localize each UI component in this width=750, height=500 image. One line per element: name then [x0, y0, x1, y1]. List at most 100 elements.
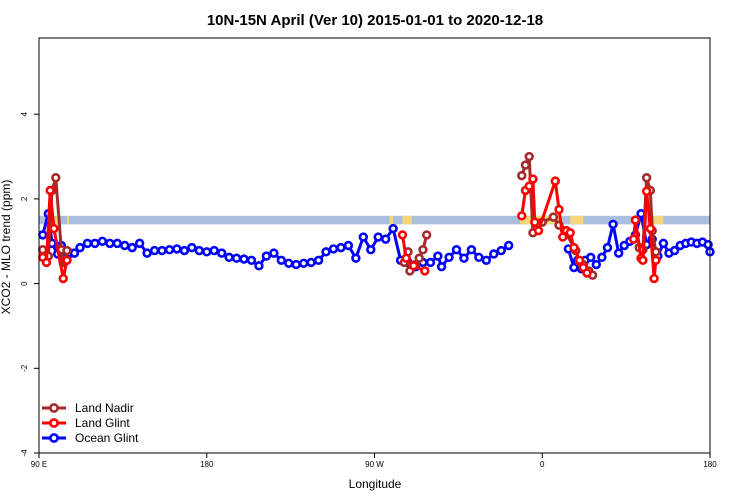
data-point — [224, 252, 234, 263]
y-axis: -4 -2 0 2 4 — [20, 111, 39, 457]
x-tick-label: 0 — [540, 460, 545, 469]
data-point — [388, 223, 398, 234]
data-point — [194, 245, 204, 256]
data-point — [474, 252, 484, 263]
data-point — [142, 248, 152, 258]
x-axis: 90 E 180 90 W 0 180 — [31, 453, 717, 469]
data-point — [586, 252, 596, 263]
data-point — [569, 262, 579, 273]
land-band-segment — [570, 215, 584, 225]
data-point — [75, 242, 85, 253]
data-point — [517, 211, 527, 221]
y-tick-label: -2 — [20, 364, 29, 372]
data-point — [591, 259, 602, 270]
data-point — [533, 225, 544, 236]
data-point — [548, 212, 559, 222]
data-point — [239, 254, 249, 264]
data-point — [524, 181, 534, 191]
legend-label: Ocean Glint — [75, 431, 139, 445]
series-layer — [38, 151, 715, 284]
data-point — [421, 230, 432, 240]
data-point — [628, 234, 639, 244]
data-point — [69, 248, 80, 258]
data-point — [254, 261, 264, 271]
data-point — [97, 236, 108, 246]
ocean-band — [39, 215, 710, 225]
x-tick-label: 180 — [200, 460, 214, 469]
data-point — [291, 259, 301, 270]
data-point — [466, 245, 477, 255]
data-point — [49, 223, 59, 234]
x-axis-label: Longitude — [349, 477, 402, 491]
land-band-segment — [654, 215, 664, 225]
legend-entry: Land Glint — [42, 416, 130, 430]
series-land-glint — [38, 174, 661, 284]
x-tick-label: 90 W — [365, 460, 384, 469]
data-point — [216, 248, 227, 258]
land-band-segment — [66, 215, 69, 225]
legend-entry: Ocean Glint — [42, 431, 139, 445]
legend-swatch-marker — [49, 433, 59, 443]
data-point — [524, 151, 534, 162]
data-point — [638, 255, 648, 266]
data-point — [358, 232, 369, 242]
data-point — [651, 255, 661, 266]
data-point — [82, 238, 93, 249]
data-point — [306, 257, 316, 268]
data-point — [565, 228, 575, 238]
data-point — [558, 232, 568, 242]
data-point — [187, 242, 197, 253]
data-point — [669, 245, 680, 256]
data-point — [276, 255, 287, 266]
data-point — [164, 245, 175, 255]
data-point — [41, 257, 52, 268]
data-point — [231, 253, 242, 263]
data-point — [90, 238, 100, 249]
data-point — [420, 266, 430, 276]
legend-label: Land Glint — [75, 416, 130, 430]
data-point — [489, 249, 499, 259]
data-point — [554, 204, 564, 215]
data-point — [261, 251, 272, 261]
data-point — [51, 173, 61, 183]
legend-swatch-marker — [49, 418, 59, 428]
data-point — [597, 252, 607, 263]
data-point — [459, 253, 469, 263]
data-point — [120, 240, 130, 251]
data-point — [408, 261, 419, 271]
data-point — [62, 245, 72, 256]
data-point — [630, 215, 641, 225]
data-point — [496, 245, 506, 256]
data-point — [105, 238, 115, 249]
data-point — [528, 174, 538, 184]
y-tick-label: 0 — [20, 281, 29, 286]
data-point — [38, 230, 48, 240]
data-point — [157, 245, 167, 256]
data-point — [641, 186, 652, 196]
data-point — [582, 268, 592, 278]
data-point — [517, 170, 527, 181]
land-band-segment — [402, 215, 412, 225]
data-point — [328, 244, 339, 254]
data-point — [246, 255, 257, 266]
data-point — [127, 242, 137, 253]
data-point — [433, 251, 443, 261]
data-point — [112, 238, 122, 249]
x-tick-label: 90 E — [31, 460, 47, 469]
y-axis-label: XCO2 - MLO trend (ppm) — [0, 180, 13, 315]
data-point — [149, 245, 160, 256]
data-point — [38, 245, 48, 255]
data-point — [658, 238, 669, 249]
y-tick-label: 2 — [20, 196, 29, 201]
data-point — [444, 252, 454, 263]
data-point — [343, 240, 354, 251]
data-point — [321, 247, 331, 257]
data-point — [351, 253, 361, 263]
data-point — [550, 176, 560, 186]
data-point — [202, 247, 212, 257]
series-line — [632, 189, 658, 281]
x-tick-label: 180 — [703, 460, 717, 469]
data-point — [414, 253, 424, 263]
data-point — [209, 245, 219, 256]
